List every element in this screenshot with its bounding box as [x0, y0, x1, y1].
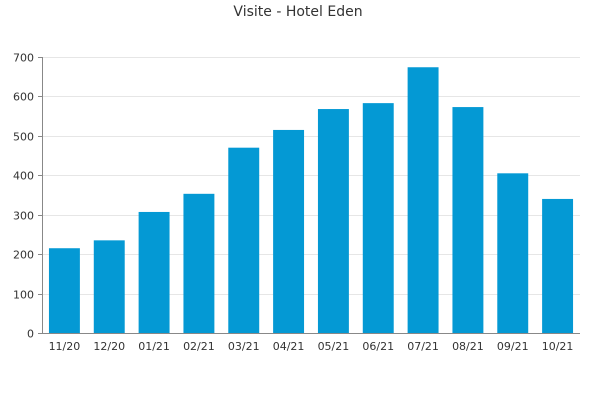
- x-tick-label: 08/21: [452, 340, 484, 353]
- y-tick-labels: 0 100 200 300 400 500 600 700: [13, 52, 34, 341]
- gridlines: [42, 57, 580, 295]
- bar: [93, 240, 125, 333]
- x-tick-label: 06/21: [362, 340, 394, 353]
- x-tick-labels: 11/20 12/20 01/21 02/21 03/21 04/21 05/21 06/21…: [49, 340, 574, 353]
- x-tick-label: 09/21: [497, 340, 529, 353]
- chart-title: Visite - Hotel Eden: [233, 4, 362, 20]
- bars: [48, 67, 574, 334]
- bar: [407, 67, 439, 333]
- x-tick-label: 11/20: [49, 340, 81, 353]
- y-tick-label: 500: [13, 131, 34, 144]
- bar: [48, 248, 80, 333]
- bar: [183, 193, 215, 333]
- x-tick-label: 12/20: [93, 340, 125, 353]
- bar: [317, 109, 349, 333]
- y-tick-label: 600: [13, 91, 34, 104]
- x-tick-label: 04/21: [273, 340, 305, 353]
- y-tick-label: 700: [13, 52, 34, 65]
- x-tick-label: 01/21: [138, 340, 170, 353]
- bar: [228, 147, 260, 333]
- y-tick-label: 0: [27, 328, 34, 341]
- axes: [38, 57, 580, 334]
- x-tick-label: 07/21: [407, 340, 439, 353]
- bar: [497, 173, 529, 333]
- y-tick-label: 400: [13, 170, 34, 183]
- x-tick-label: 02/21: [183, 340, 215, 353]
- y-tick-label: 100: [13, 289, 34, 302]
- x-tick-label: 05/21: [318, 340, 350, 353]
- bar: [273, 129, 305, 333]
- y-tick-label: 200: [13, 249, 34, 262]
- y-tick-label: 300: [13, 210, 34, 223]
- bar: [362, 103, 394, 333]
- x-tick-label: 10/21: [542, 340, 574, 353]
- bar: [138, 211, 170, 333]
- bar: [452, 107, 484, 334]
- x-tick-label: 03/21: [228, 340, 260, 353]
- bar: [542, 198, 574, 333]
